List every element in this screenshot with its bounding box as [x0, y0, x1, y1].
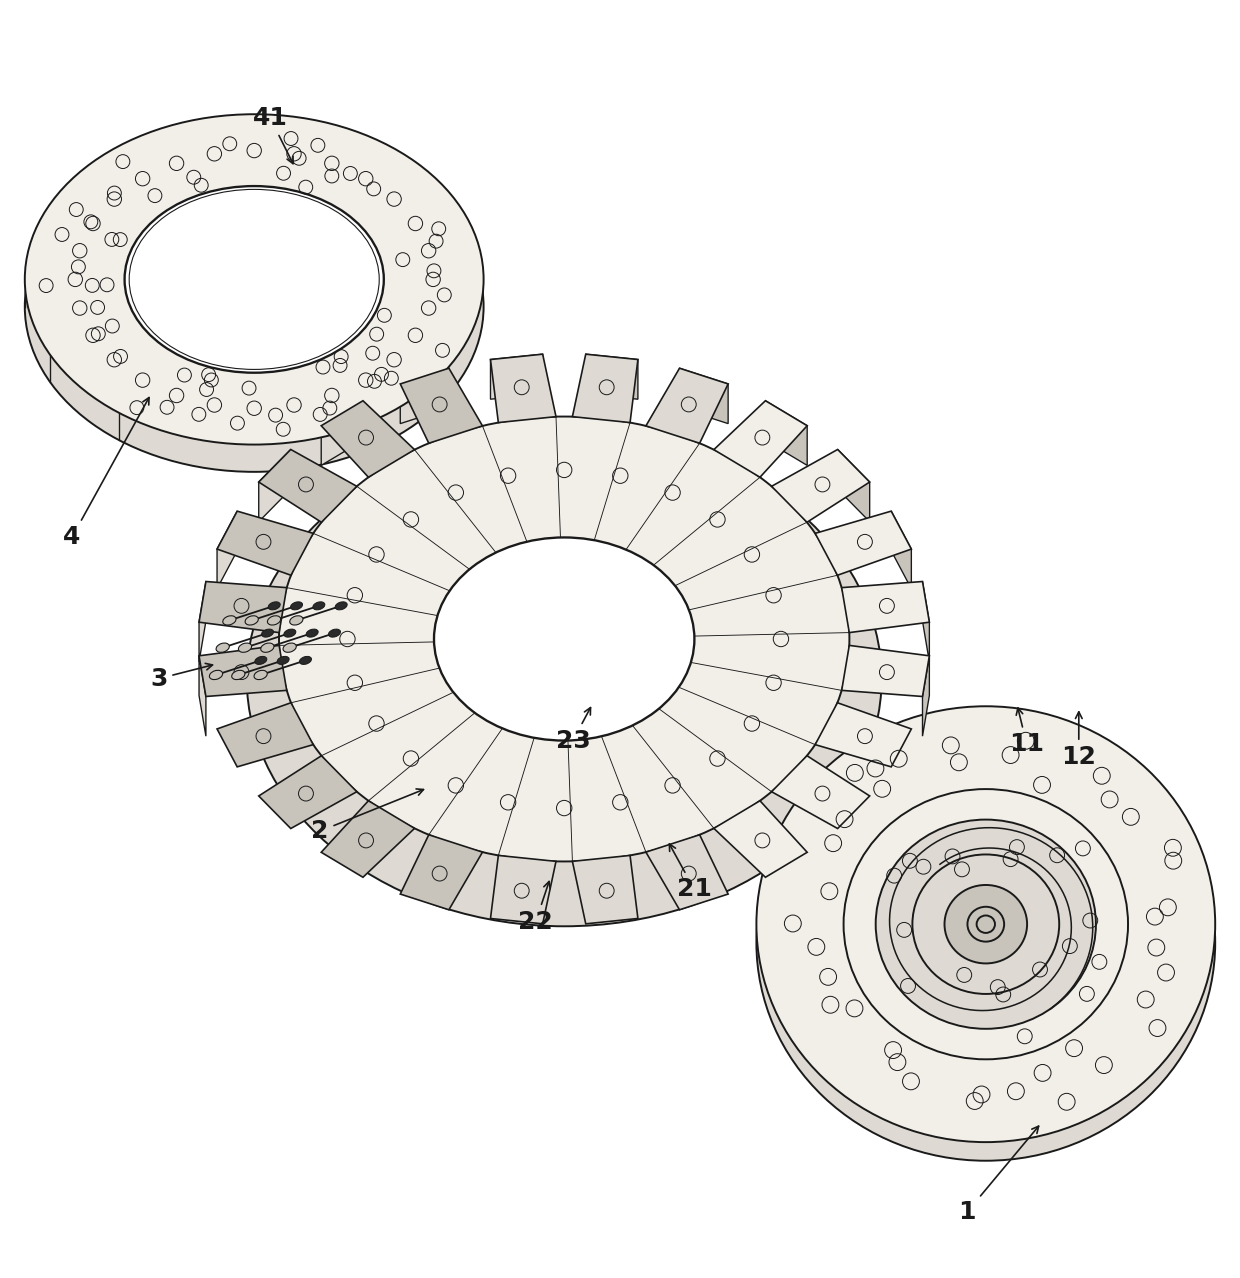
Text: 12: 12 — [1061, 712, 1096, 769]
Ellipse shape — [945, 884, 1027, 964]
Ellipse shape — [124, 213, 384, 400]
Polygon shape — [923, 656, 929, 736]
Text: 2: 2 — [311, 789, 424, 843]
Text: 41: 41 — [253, 106, 293, 164]
Ellipse shape — [254, 671, 268, 680]
Polygon shape — [491, 354, 543, 399]
Ellipse shape — [913, 855, 1059, 994]
Polygon shape — [646, 368, 728, 443]
Polygon shape — [200, 656, 206, 736]
Polygon shape — [321, 401, 414, 477]
Polygon shape — [200, 645, 286, 697]
Polygon shape — [646, 835, 728, 910]
Text: 11: 11 — [1009, 708, 1044, 757]
Ellipse shape — [254, 657, 267, 665]
Ellipse shape — [290, 602, 303, 610]
Ellipse shape — [223, 616, 236, 625]
Polygon shape — [771, 755, 869, 828]
Polygon shape — [200, 581, 206, 662]
Ellipse shape — [238, 643, 252, 652]
Polygon shape — [771, 450, 869, 523]
Polygon shape — [892, 511, 911, 589]
Text: 21: 21 — [670, 843, 712, 901]
Ellipse shape — [290, 616, 303, 625]
Polygon shape — [259, 755, 357, 828]
Polygon shape — [714, 801, 807, 877]
Polygon shape — [585, 354, 637, 399]
Polygon shape — [217, 703, 314, 767]
Ellipse shape — [434, 538, 694, 740]
Ellipse shape — [329, 629, 341, 638]
Polygon shape — [573, 354, 637, 423]
Ellipse shape — [268, 602, 280, 610]
Polygon shape — [259, 450, 290, 521]
Ellipse shape — [306, 629, 319, 638]
Ellipse shape — [756, 707, 1215, 1143]
Ellipse shape — [335, 602, 347, 610]
Ellipse shape — [124, 187, 384, 373]
Ellipse shape — [279, 417, 849, 861]
Ellipse shape — [967, 907, 1004, 942]
Ellipse shape — [312, 602, 325, 610]
Ellipse shape — [268, 616, 280, 625]
Ellipse shape — [283, 643, 296, 652]
Ellipse shape — [247, 431, 882, 927]
Polygon shape — [491, 855, 556, 924]
Ellipse shape — [299, 657, 311, 665]
Ellipse shape — [756, 725, 1215, 1160]
Text: 4: 4 — [63, 397, 149, 550]
Polygon shape — [217, 511, 314, 575]
Polygon shape — [401, 835, 482, 910]
Polygon shape — [765, 401, 807, 465]
Polygon shape — [401, 368, 449, 423]
Ellipse shape — [434, 578, 694, 781]
Ellipse shape — [25, 142, 484, 472]
Polygon shape — [842, 581, 929, 633]
Ellipse shape — [25, 114, 484, 445]
Ellipse shape — [216, 643, 229, 652]
Polygon shape — [838, 450, 869, 521]
Text: 1: 1 — [959, 1126, 1039, 1224]
Ellipse shape — [232, 671, 246, 680]
Polygon shape — [200, 581, 286, 633]
Ellipse shape — [843, 789, 1128, 1059]
Polygon shape — [842, 645, 929, 697]
Polygon shape — [815, 511, 911, 575]
Polygon shape — [321, 401, 363, 465]
Text: 23: 23 — [556, 708, 590, 753]
Ellipse shape — [977, 915, 994, 933]
Polygon shape — [815, 703, 911, 767]
Text: 22: 22 — [518, 882, 553, 934]
Polygon shape — [491, 354, 556, 423]
Ellipse shape — [260, 643, 274, 652]
Polygon shape — [217, 511, 237, 589]
Polygon shape — [573, 855, 637, 924]
Ellipse shape — [875, 819, 1096, 1029]
Ellipse shape — [210, 671, 223, 680]
Polygon shape — [680, 368, 728, 423]
Polygon shape — [714, 401, 807, 477]
Ellipse shape — [246, 616, 258, 625]
Polygon shape — [259, 450, 357, 523]
Polygon shape — [321, 801, 414, 877]
Ellipse shape — [262, 629, 274, 638]
Polygon shape — [923, 581, 929, 662]
Ellipse shape — [277, 657, 289, 665]
Text: 3: 3 — [150, 663, 212, 690]
Ellipse shape — [284, 629, 296, 638]
Polygon shape — [401, 368, 482, 443]
